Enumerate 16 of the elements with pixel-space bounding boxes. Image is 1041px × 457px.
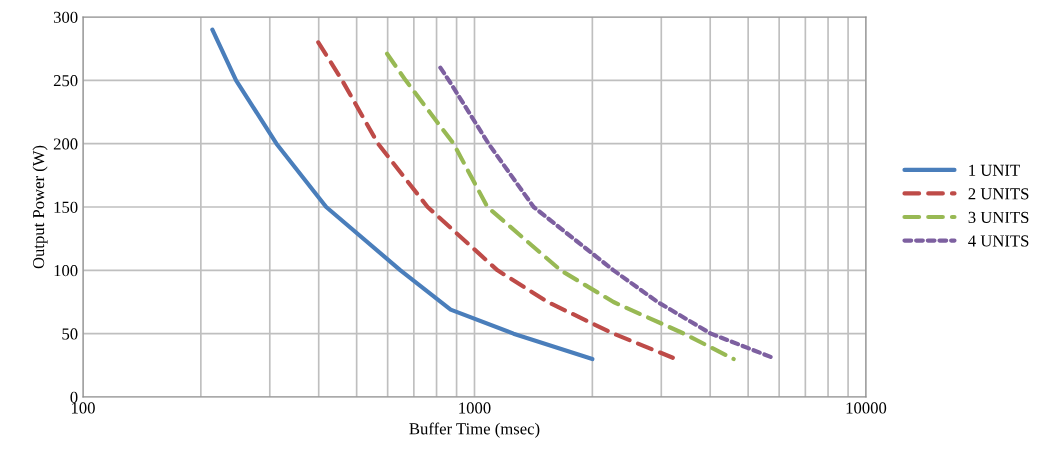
legend-label: 1 UNIT — [969, 164, 1020, 176]
legend-label: 4 UNITS — [968, 235, 1029, 247]
x-axis-title: Buffer Time (msec) — [409, 422, 540, 438]
y-tick-label: 0 — [70, 391, 78, 403]
x-tick-label: 100 — [71, 402, 95, 414]
y-tick-label: 50 — [62, 328, 78, 340]
legend-label: 2 UNITS — [968, 188, 1029, 200]
x-tick-label: 10000 — [846, 402, 887, 414]
y-axis-title: Output Power (W) — [32, 145, 48, 269]
y-tick-label: 250 — [53, 75, 78, 87]
legend-label: 3 UNITS — [968, 211, 1029, 223]
y-tick-label: 200 — [53, 138, 78, 150]
x-tick-label: 1000 — [459, 402, 491, 414]
y-tick-label: 100 — [54, 265, 78, 277]
y-tick-label: 300 — [53, 11, 78, 23]
y-tick-label: 150 — [54, 201, 78, 213]
